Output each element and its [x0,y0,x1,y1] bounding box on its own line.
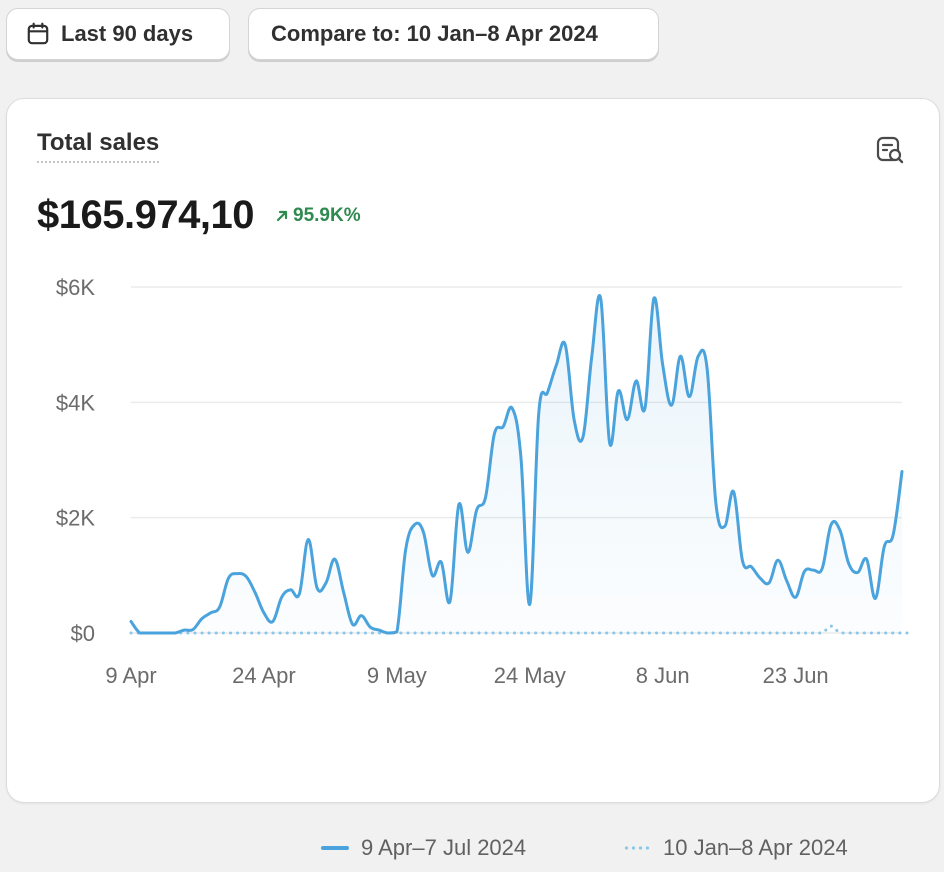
series-line-current [129,294,904,635]
y-tick-label: $0 [71,621,95,646]
compare-label: Compare to: 10 Jan–8 Apr 2024 [271,21,598,46]
total-sales-card: Total sales $165.974,10 95.9K% $0 $2K $4K $… [6,98,940,872]
legend-label-current: 9 Apr–7 Jul 2024 [361,835,527,860]
x-tick-label: 9 Apr [105,663,156,688]
x-tick-label: 9 May [367,663,427,688]
sales-line-chart: $0 $2K $4K $6K 9 Apr 24 Apr 9 May 24 May 8 Jun 23… [56,275,913,688]
total-sales-value: $165.974,10 [37,193,254,237]
date-range-button[interactable]: Last 90 days [6,8,230,60]
series-area-current [131,295,902,633]
x-tick-label: 24 Apr [232,663,296,688]
y-tick-label: $4K [56,390,95,415]
legend-item-previous[interactable]: 10 Jan–8 Apr 2024 [607,824,908,872]
legend-label-previous: 10 Jan–8 Apr 2024 [663,835,848,860]
y-tick-label: $2K [56,506,95,531]
legend-swatch-current [321,846,349,850]
legend-swatch-previous [623,846,651,850]
card-title[interactable]: Total sales [37,129,160,163]
arrow-up-right-icon [276,210,288,222]
chart-search-icon[interactable] [875,135,905,165]
x-tick-label: 24 May [494,663,566,688]
sales-change-value: 95.9K% [293,205,361,226]
date-range-label: Last 90 days [61,21,194,46]
y-tick-label: $6K [56,275,95,300]
sales-change: 95.9K% [275,205,361,227]
compare-button[interactable]: Compare to: 10 Jan–8 Apr 2024 [248,8,659,60]
x-tick-label: 23 Jun [763,663,829,688]
calendar-icon [27,22,49,45]
legend-item-current[interactable]: 9 Apr–7 Jul 2024 [305,824,587,872]
x-tick-label: 8 Jun [636,663,690,688]
